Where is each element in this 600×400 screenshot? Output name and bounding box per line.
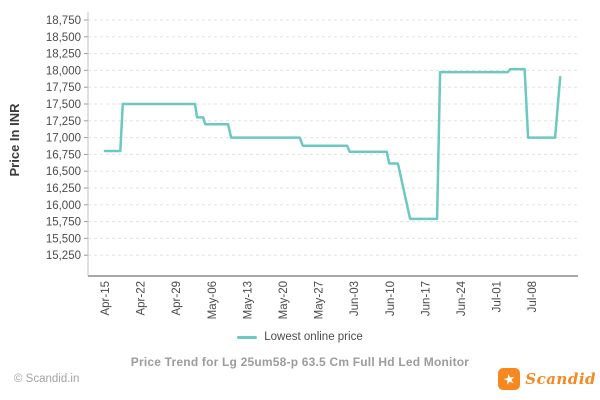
x-tick-label: Jul-01 [492,281,504,312]
y-tick-label: 17,750 [46,82,81,94]
legend: Lowest online price [0,329,600,345]
y-tick-label: 15,750 [46,217,81,229]
y-tick-label: 15,250 [46,250,81,262]
x-tick-label: Jun-10 [385,281,397,316]
legend-label: Lowest online price [264,331,363,343]
y-tick-label: 17,000 [46,133,81,145]
star-icon: ★ [501,369,518,389]
y-tick-label: 18,250 [46,49,81,61]
x-tick-label: May-06 [207,281,219,319]
y-axis-title: Price In INR [7,103,22,177]
copyright-text: © Scandid.in [14,373,80,385]
y-tick-label: 17,500 [46,99,81,111]
chart-title: Price Trend for Lg 25um58-p 63.5 Cm Full… [130,355,470,369]
y-tick-label: 16,500 [46,166,81,178]
x-tick-label: May-13 [242,281,254,319]
y-tick-label: 16,000 [46,200,81,212]
x-tick-label: Apr-15 [100,281,112,316]
x-tick-label: Jul-08 [527,281,539,312]
legend-line-swatch [237,335,258,339]
brand-logo-square: ★ [498,368,521,390]
y-tick-label: 16,750 [46,149,81,161]
y-tick-label: 18,000 [46,65,81,77]
y-tick-label: 18,750 [46,15,81,27]
x-tick-label: May-20 [278,281,290,319]
x-tick-label: Apr-29 [171,281,183,316]
x-tick-label: Jun-24 [456,280,468,316]
x-tick-label: Jun-03 [349,281,361,316]
lowest-price-line [103,67,562,221]
y-tick-label: 15,500 [46,233,81,245]
x-tick-label: Jun-17 [420,281,432,316]
x-tick-label: May-27 [314,281,326,319]
y-tick-label: 16,250 [46,183,81,195]
y-tick-label: 18,500 [46,32,81,44]
brand-name: Scandid [525,370,596,388]
y-tick-label: 17,250 [46,116,81,128]
x-tick-label: Apr-22 [136,281,148,316]
price-trend-chart: 18,750 18,500 18,250 18,000 17,750 17,500 17,2… [7,12,578,319]
brand-logo: ★ Scandid [498,368,596,390]
